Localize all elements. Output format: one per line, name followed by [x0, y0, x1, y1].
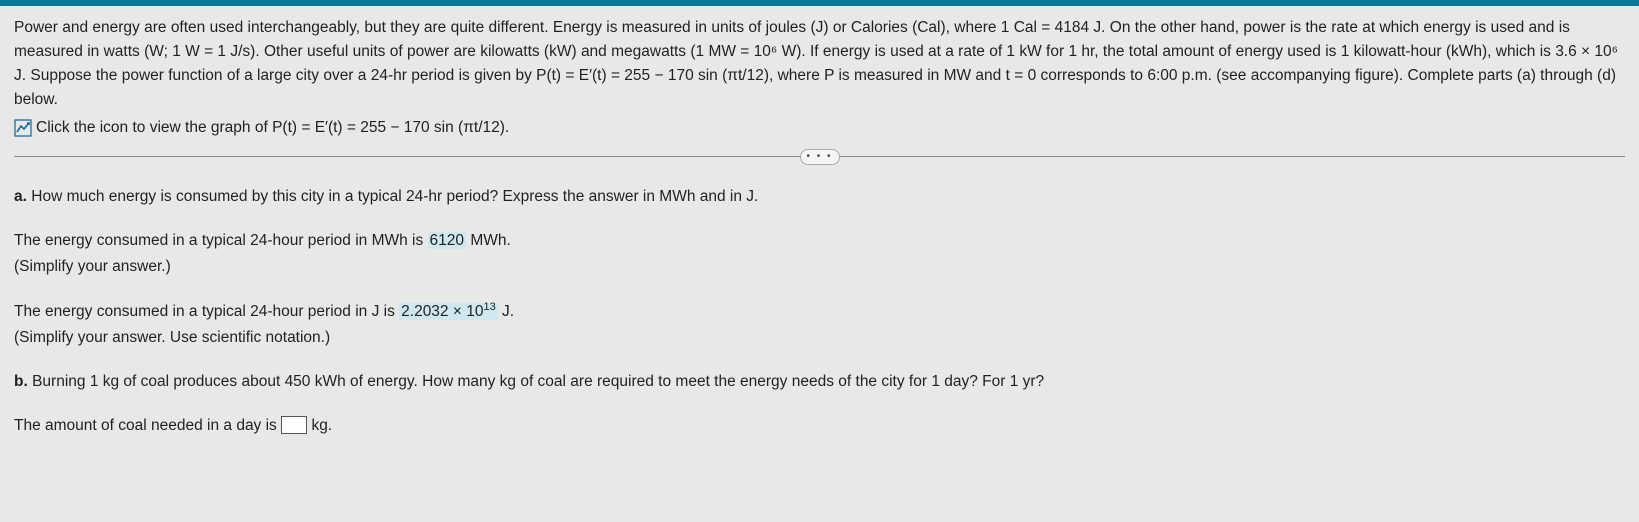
- part-b-text: Burning 1 kg of coal produces about 450 …: [32, 373, 1044, 390]
- problem-statement: Power and energy are often used intercha…: [14, 16, 1625, 112]
- part-b-label: b.: [14, 373, 28, 390]
- coal-answer-input[interactable]: [281, 416, 307, 434]
- graph-link-text[interactable]: Click the icon to view the graph of P(t)…: [36, 116, 509, 140]
- mwh-answer-value[interactable]: 6120: [428, 232, 466, 249]
- part-a-question: a. How much energy is consumed by this c…: [14, 185, 1625, 209]
- content-area: Power and energy are often used intercha…: [0, 6, 1639, 438]
- expand-label: • • •: [806, 149, 832, 165]
- part-a-joules-line: The energy consumed in a typical 24-hour…: [14, 299, 1625, 324]
- j-prefix: The energy consumed in a typical 24-hour…: [14, 303, 395, 320]
- coal-suffix: kg.: [311, 417, 332, 434]
- j-value-exp: 13: [483, 301, 495, 313]
- part-b-question: b. Burning 1 kg of coal produces about 4…: [14, 370, 1625, 394]
- mwh-prefix: The energy consumed in a typical 24-hour…: [14, 232, 423, 249]
- j-hint: (Simplify your answer. Use scientific no…: [14, 326, 1625, 350]
- j-suffix: J.: [502, 303, 514, 320]
- coal-prefix: The amount of coal needed in a day is: [14, 417, 277, 434]
- part-a-text: How much energy is consumed by this city…: [31, 188, 758, 205]
- mwh-hint: (Simplify your answer.): [14, 255, 1625, 279]
- graph-link-row: Click the icon to view the graph of P(t)…: [14, 116, 1625, 140]
- expand-button[interactable]: • • •: [800, 149, 840, 165]
- j-answer-value[interactable]: 2.2032 × 1013: [399, 303, 498, 320]
- mwh-suffix: MWh.: [470, 232, 510, 249]
- section-divider: • • •: [14, 156, 1625, 157]
- line-chart-icon[interactable]: [14, 119, 32, 137]
- part-a-label: a.: [14, 188, 27, 205]
- part-a-mwh-line: The energy consumed in a typical 24-hour…: [14, 229, 1625, 253]
- part-b-answer-line: The amount of coal needed in a day is kg…: [14, 414, 1625, 438]
- j-value-base: 2.2032 × 10: [401, 303, 483, 320]
